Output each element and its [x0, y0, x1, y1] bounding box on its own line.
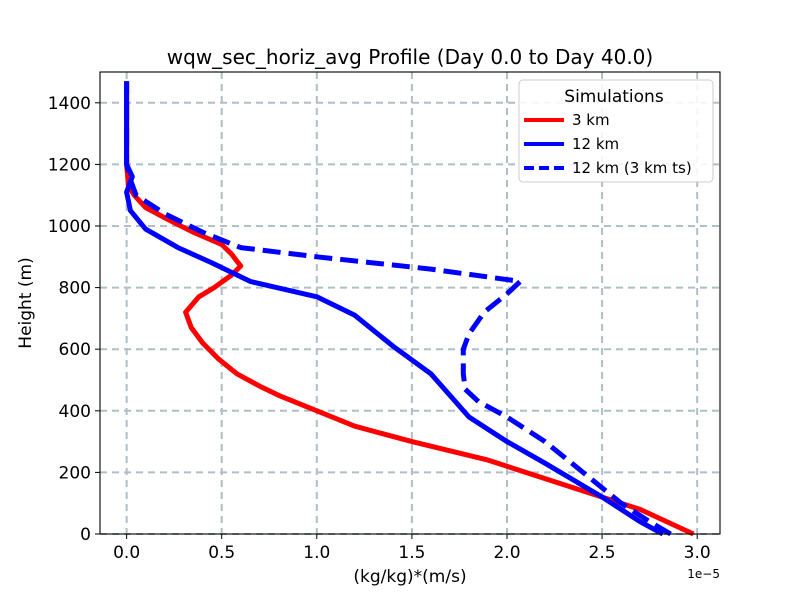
y-axis-ticks: 0 200 400 600 800 1000 1200 1400 — [48, 94, 100, 545]
x-tick-label: 1.5 — [398, 543, 425, 563]
y-tick-label: 1200 — [48, 155, 91, 175]
legend-label-12km: 12 km — [572, 135, 619, 153]
legend-label-12km-3km-ts: 12 km (3 km ts) — [572, 159, 692, 177]
x-axis-label: (kg/kg)*(m/s) — [353, 567, 466, 587]
legend-box — [518, 79, 714, 183]
x-tick-label: 3.0 — [684, 543, 711, 563]
y-tick-label: 800 — [59, 279, 91, 299]
chart-title: wqw_sec_horiz_avg Profile (Day 0.0 to Da… — [167, 45, 653, 69]
y-tick-label: 1000 — [48, 217, 91, 237]
y-tick-label: 200 — [59, 463, 91, 483]
x-tick-label: 2.5 — [589, 543, 616, 563]
x-axis-offset-label: 1e−5 — [687, 567, 720, 581]
series-lines — [124, 81, 695, 537]
x-tick-label: 0.0 — [113, 543, 140, 563]
x-tick-label: 0.5 — [208, 543, 235, 563]
legend: Simulations 3 km 12 km 12 km (3 km ts) — [518, 79, 714, 183]
x-tick-label: 2.0 — [493, 543, 520, 563]
series-line-12-km-3-km-ts — [124, 81, 672, 537]
y-tick-label: 1400 — [48, 94, 91, 114]
x-axis-ticks: 0.0 0.5 1.0 1.5 2.0 2.5 3.0 — [113, 534, 711, 563]
y-axis-label: Height (m) — [16, 257, 36, 348]
legend-label-3km: 3 km — [572, 111, 610, 129]
y-tick-label: 0 — [80, 525, 91, 545]
plot-frame — [99, 71, 721, 535]
x-tick-label: 1.0 — [303, 543, 330, 563]
legend-title: Simulations — [564, 87, 664, 107]
y-tick-label: 400 — [59, 402, 91, 422]
y-tick-label: 600 — [59, 340, 91, 360]
